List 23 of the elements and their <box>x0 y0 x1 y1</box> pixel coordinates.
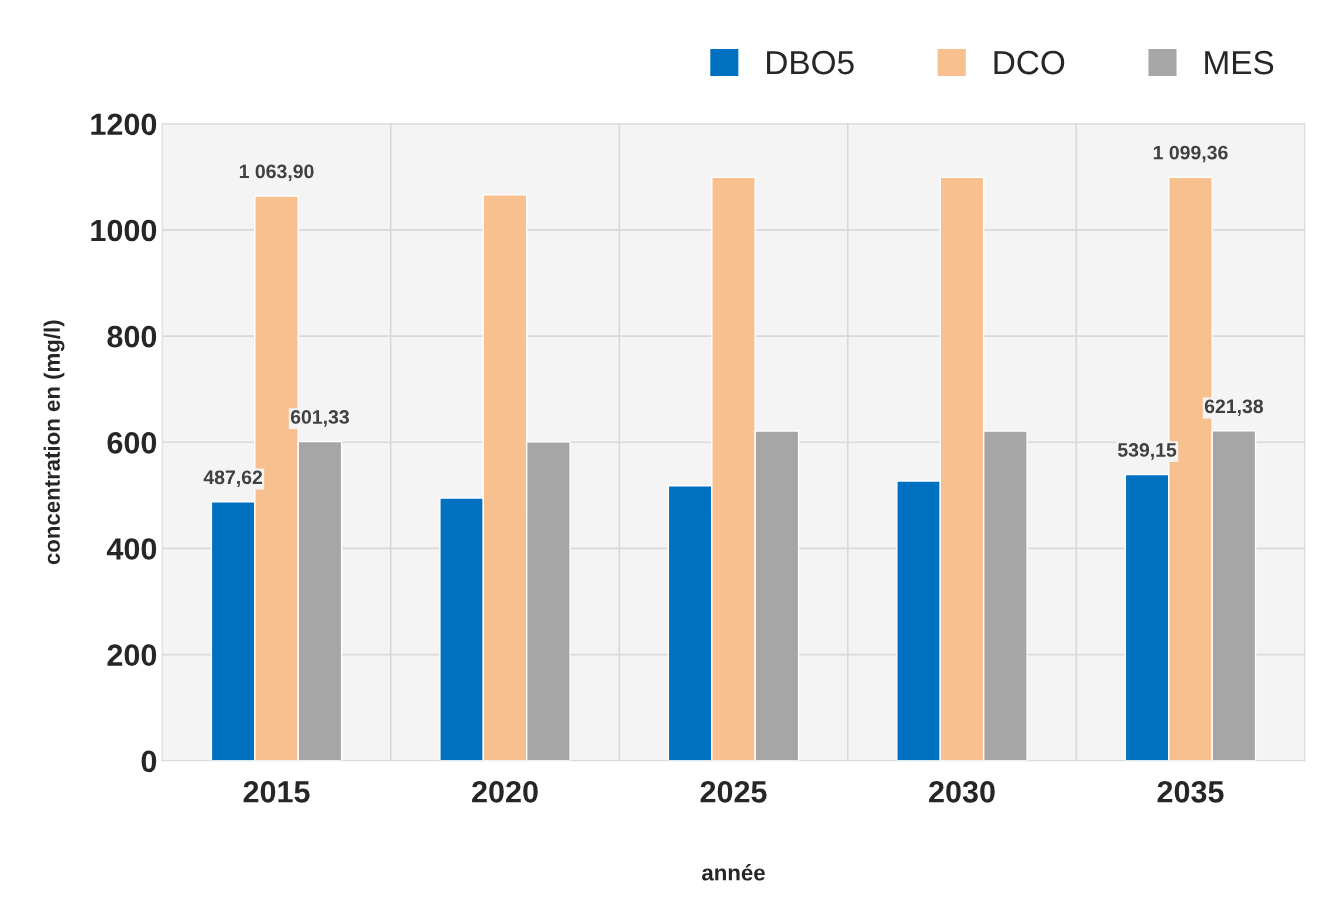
data-label: 621,38 <box>1204 399 1264 416</box>
y-axis-title: concentration en (mg/l) <box>43 320 65 565</box>
x-tick-label: 2015 <box>243 781 310 803</box>
x-tick-label: 2025 <box>700 781 767 803</box>
y-tick-label: 1000 <box>91 219 157 242</box>
legend-label: DBO5 <box>767 50 854 75</box>
data-label: 601,33 <box>290 410 349 427</box>
legend-label: MES <box>1205 50 1274 75</box>
data-label: 487,62 <box>203 470 263 487</box>
y-tick-label: 400 <box>106 538 157 560</box>
y-tick-label: 600 <box>107 432 157 454</box>
x-axis-title: année <box>702 864 765 881</box>
data-label: 1 099,36 <box>1153 145 1228 163</box>
data-label: 1 063,90 <box>239 164 314 182</box>
x-tick-label: 2020 <box>472 781 538 803</box>
x-tick-label: 2030 <box>929 781 995 803</box>
y-tick-label: 800 <box>107 325 157 348</box>
y-tick-label: 200 <box>107 644 157 666</box>
data-label: 539,15 <box>1117 443 1177 460</box>
x-tick-label: 2035 <box>1157 781 1224 803</box>
y-tick-label: 1200 <box>91 113 157 136</box>
legend-label: DCO <box>994 50 1065 75</box>
y-tick-label: 0 <box>141 750 157 773</box>
